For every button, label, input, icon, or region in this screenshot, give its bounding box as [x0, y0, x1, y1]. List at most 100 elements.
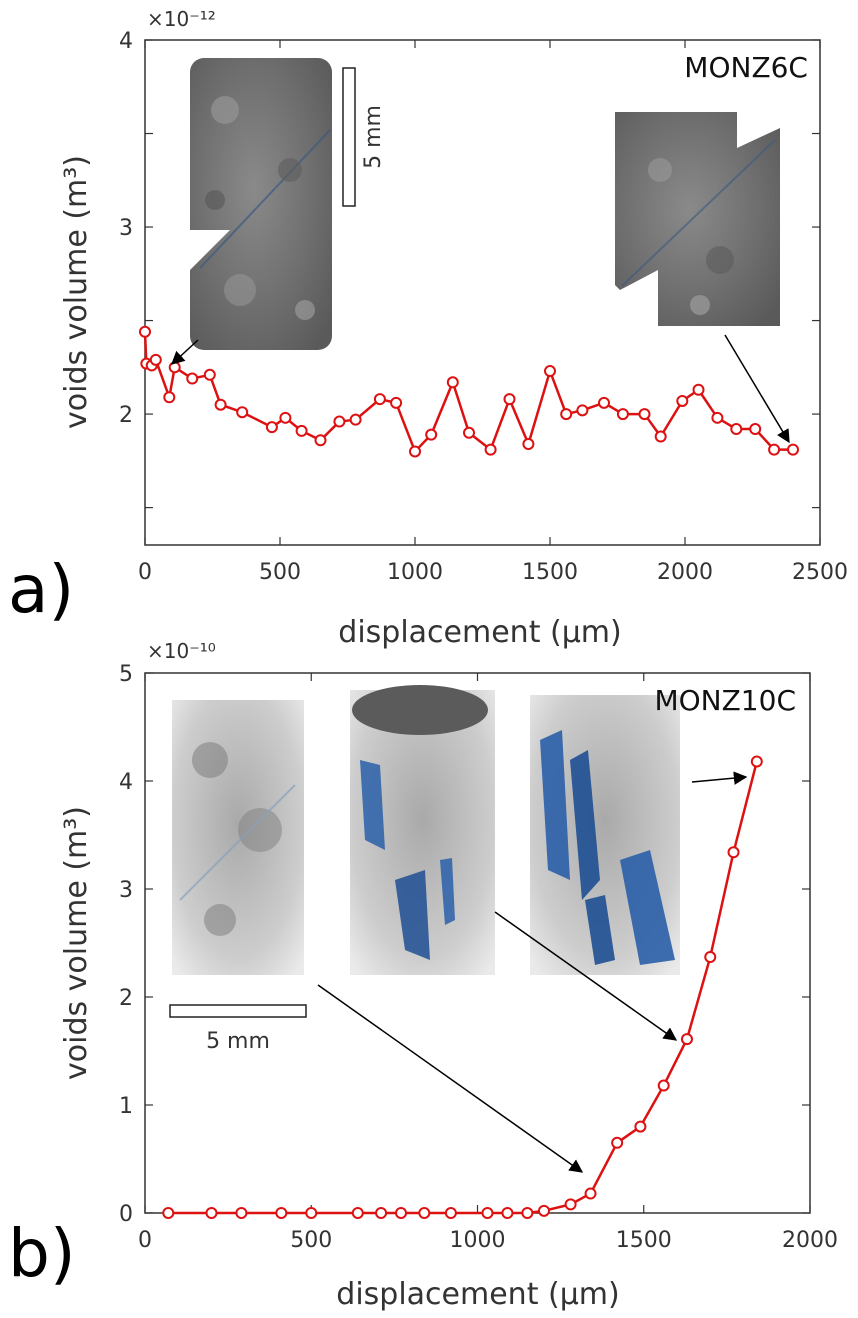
data-point: [390, 396, 403, 409]
ct-image-a-left: [190, 58, 332, 350]
x-tick-label: 500: [259, 560, 301, 585]
data-point: [351, 1207, 364, 1219]
data-point: [616, 408, 629, 421]
ticks-b: 0 500 1000 1500 2000 0 1 2 3 4 5: [119, 662, 838, 1253]
data-point: [638, 408, 651, 421]
ct-image-b-3: [530, 695, 680, 975]
data-point: [149, 353, 162, 366]
x-tick-label: 1000: [450, 1228, 506, 1253]
data-point: [444, 1207, 457, 1219]
data-point: [418, 1207, 431, 1219]
arrow-a-left: [171, 339, 199, 365]
panel-b: 5 mm MONZ10C ×10⁻¹⁰ voids volume (m³) di…: [8, 639, 838, 1312]
x-axis-label-b: displacement (μm): [336, 1277, 619, 1312]
data-point: [314, 434, 327, 447]
y-tick-label: 1: [119, 1094, 133, 1119]
data-point: [560, 408, 573, 421]
data-point: [235, 1207, 248, 1219]
data-point: [305, 1207, 318, 1219]
data-point: [711, 411, 724, 424]
data-point: [503, 393, 516, 406]
data-point: [481, 1207, 494, 1219]
panel-a: 5 mm MONZ6C ×10⁻¹² voids volume (m³) dis…: [8, 7, 848, 650]
ct-image-a-right: [615, 112, 780, 326]
y-axis-label-a: voids volume (m³): [59, 155, 94, 429]
ct-image-b-1: [172, 700, 304, 975]
arrow-a-right: [724, 334, 790, 444]
data-point: [168, 361, 181, 374]
panel-letter-b: b): [8, 1215, 76, 1292]
x-tick-label: 0: [138, 1228, 152, 1253]
plot-frame-a: [144, 39, 821, 546]
data-point: [295, 424, 308, 437]
y-tick-label: 4: [119, 770, 133, 795]
data-point: [692, 383, 705, 396]
x-axis-label-a: displacement (μm): [338, 615, 621, 650]
exponent-label-b: ×10⁻¹⁰: [147, 639, 216, 663]
data-point: [680, 1033, 693, 1046]
y-tick-label: 5: [119, 662, 133, 687]
y-tick-label: 4: [119, 29, 133, 54]
data-point: [704, 951, 717, 964]
series-b: [162, 755, 763, 1219]
ct-image-b-2: [350, 685, 495, 975]
data-point: [576, 404, 589, 417]
arrow-b-1: [317, 984, 584, 1173]
y-tick-label: 3: [119, 216, 133, 241]
data-point: [484, 443, 497, 456]
x-tick-label: 500: [290, 1228, 332, 1253]
data-point: [139, 325, 151, 338]
y-tick-label: 2: [119, 403, 133, 428]
x-tick-label: 1500: [616, 1228, 672, 1253]
scale-bar-a: 5 mm: [342, 67, 386, 207]
data-point: [214, 398, 227, 411]
data-point: [501, 1207, 514, 1219]
data-point: [787, 443, 799, 456]
svg-text:5 mm: 5 mm: [361, 105, 386, 169]
sample-label-b: MONZ10C: [654, 684, 796, 717]
data-point: [203, 368, 216, 381]
data-point: [676, 394, 689, 407]
data-point: [409, 445, 421, 458]
data-point: [750, 755, 763, 768]
x-tick-label: 1500: [522, 560, 578, 585]
data-point: [634, 1120, 647, 1133]
data-point: [522, 438, 535, 450]
arrow-b-3: [691, 771, 748, 785]
data-point: [611, 1136, 624, 1149]
data-point: [730, 423, 743, 436]
svg-text:5 mm: 5 mm: [206, 1029, 270, 1054]
data-point: [333, 415, 346, 428]
data-point: [163, 391, 176, 404]
data-point: [657, 1079, 670, 1092]
data-point: [349, 413, 362, 426]
y-tick-label: 3: [119, 878, 133, 903]
x-tick-label: 2500: [792, 560, 848, 585]
sample-label-a: MONZ6C: [684, 51, 808, 84]
data-point: [768, 443, 781, 456]
x-tick-label: 1000: [387, 560, 443, 585]
y-axis-label-b: voids volume (m³): [59, 806, 94, 1080]
data-point: [544, 365, 556, 378]
data-point: [236, 406, 249, 419]
data-point: [425, 428, 438, 441]
data-point: [373, 393, 386, 406]
data-point: [463, 426, 475, 439]
data-point: [564, 1198, 577, 1211]
data-point: [265, 421, 278, 434]
x-tick-label: 2000: [657, 560, 713, 585]
y-tick-label: 2: [119, 986, 133, 1011]
data-point: [375, 1207, 388, 1219]
x-tick-label: 2000: [782, 1228, 838, 1253]
data-point: [727, 846, 740, 859]
data-point: [395, 1207, 408, 1219]
data-point: [275, 1207, 288, 1219]
data-point: [446, 376, 459, 389]
arrow-b-2: [494, 911, 678, 1041]
scale-bar-b: 5 mm: [169, 1004, 307, 1054]
data-point: [162, 1207, 175, 1219]
data-point: [538, 1204, 550, 1217]
data-point: [584, 1187, 597, 1200]
data-point: [598, 396, 610, 409]
